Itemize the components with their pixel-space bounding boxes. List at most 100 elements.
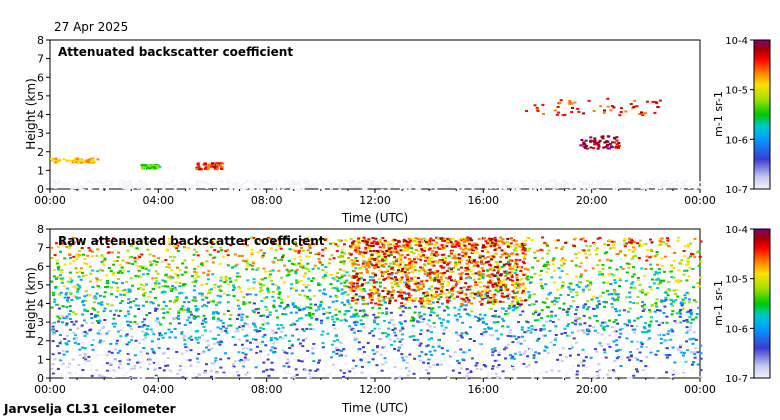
heatmap-cell	[368, 260, 372, 263]
heatmap-cell	[404, 239, 408, 242]
heatmap-cell	[417, 243, 421, 246]
heatmap-cell	[372, 334, 376, 337]
heatmap-cell	[274, 179, 278, 182]
heatmap-cell	[106, 188, 109, 191]
heatmap-cell	[65, 366, 69, 369]
heatmap-cell	[244, 341, 248, 344]
heatmap-cell	[584, 180, 588, 183]
heatmap-cell	[270, 336, 273, 339]
heatmap-cell	[506, 345, 510, 348]
heatmap-cell	[112, 272, 116, 275]
heatmap-cell	[558, 307, 562, 310]
heatmap-cell	[120, 271, 124, 274]
heatmap-cell	[212, 286, 216, 289]
heatmap-cell	[71, 236, 75, 239]
heatmap-cell	[70, 320, 74, 323]
heatmap-cell	[357, 185, 361, 188]
heatmap-cell	[377, 262, 381, 265]
heatmap-cell	[426, 371, 430, 374]
heatmap-cell	[89, 186, 93, 189]
heatmap-cell	[272, 351, 276, 354]
heatmap-cell	[361, 283, 365, 286]
heatmap-cell	[536, 180, 540, 183]
heatmap-cell	[393, 340, 397, 343]
heatmap-cell	[556, 106, 560, 108]
heatmap-cell	[676, 281, 680, 284]
heatmap-cell	[641, 310, 645, 312]
heatmap-cell	[641, 112, 645, 115]
heatmap-cell	[494, 329, 498, 332]
heatmap-cell	[525, 365, 529, 368]
heatmap-cell	[175, 247, 179, 250]
heatmap-cell	[597, 141, 601, 144]
heatmap-cell	[660, 184, 664, 187]
heatmap-cell	[317, 257, 321, 260]
heatmap-cell	[597, 363, 601, 366]
heatmap-cell	[100, 375, 104, 378]
heatmap-cell	[241, 361, 245, 364]
heatmap-cell	[261, 278, 265, 281]
heatmap-cell	[79, 267, 83, 270]
heatmap-cell	[494, 186, 498, 189]
heatmap-cell	[452, 257, 456, 260]
heatmap-cell	[376, 323, 380, 326]
heatmap-cell	[416, 358, 419, 361]
heatmap-cell	[106, 246, 110, 249]
heatmap-cell	[682, 273, 686, 276]
heatmap-cell	[55, 330, 59, 333]
heatmap-cell	[512, 268, 516, 271]
heatmap-cell	[660, 237, 664, 240]
heatmap-cell	[198, 168, 202, 171]
heatmap-cell	[306, 249, 310, 252]
heatmap-cell	[239, 184, 243, 186]
heatmap-cell	[96, 302, 100, 305]
heatmap-cell	[490, 279, 494, 282]
heatmap-cell	[77, 285, 81, 287]
heatmap-cell	[602, 339, 606, 342]
heatmap-cell	[196, 265, 200, 268]
heatmap-cell	[99, 303, 103, 306]
heatmap-cell	[107, 367, 111, 370]
heatmap-cell	[75, 296, 78, 299]
heatmap-cell	[666, 294, 670, 297]
heatmap-cell	[317, 253, 321, 256]
heatmap-cell	[348, 302, 351, 305]
heatmap-cell	[554, 325, 558, 328]
heatmap-cell	[351, 297, 355, 299]
heatmap-cell	[617, 314, 621, 317]
heatmap-cell	[77, 184, 81, 186]
heatmap-cell	[256, 251, 260, 254]
heatmap-cell	[478, 318, 482, 321]
heatmap-cell	[218, 262, 222, 265]
heatmap-cell	[154, 374, 158, 377]
heatmap-cell	[335, 352, 339, 355]
heatmap-cell	[65, 292, 68, 295]
heatmap-cell	[320, 333, 324, 336]
heatmap-cell	[558, 102, 562, 105]
heatmap-cell	[162, 241, 166, 244]
heatmap-cell	[417, 187, 421, 190]
heatmap-cell	[614, 298, 618, 301]
heatmap-cell	[166, 357, 170, 360]
heatmap-cell	[267, 353, 270, 356]
heatmap-cell	[445, 269, 449, 272]
heatmap-cell	[636, 348, 640, 351]
heatmap-cell	[221, 181, 224, 184]
heatmap-cell	[500, 317, 504, 320]
heatmap-cell	[519, 353, 523, 356]
heatmap-cell	[318, 188, 322, 190]
heatmap-cell	[241, 325, 245, 328]
heatmap-cell	[288, 270, 292, 273]
heatmap-cell	[295, 311, 298, 314]
heatmap-cell	[306, 295, 310, 298]
heatmap-cell	[223, 281, 227, 284]
heatmap-cell	[323, 293, 327, 296]
heatmap-cell	[676, 240, 680, 242]
heatmap-cell	[319, 322, 323, 325]
heatmap-cell	[87, 360, 91, 363]
heatmap-cell	[192, 253, 196, 256]
heatmap-cell	[526, 236, 530, 239]
heatmap-cell	[518, 296, 522, 299]
heatmap-cell	[389, 343, 393, 346]
heatmap-cell	[644, 183, 648, 186]
